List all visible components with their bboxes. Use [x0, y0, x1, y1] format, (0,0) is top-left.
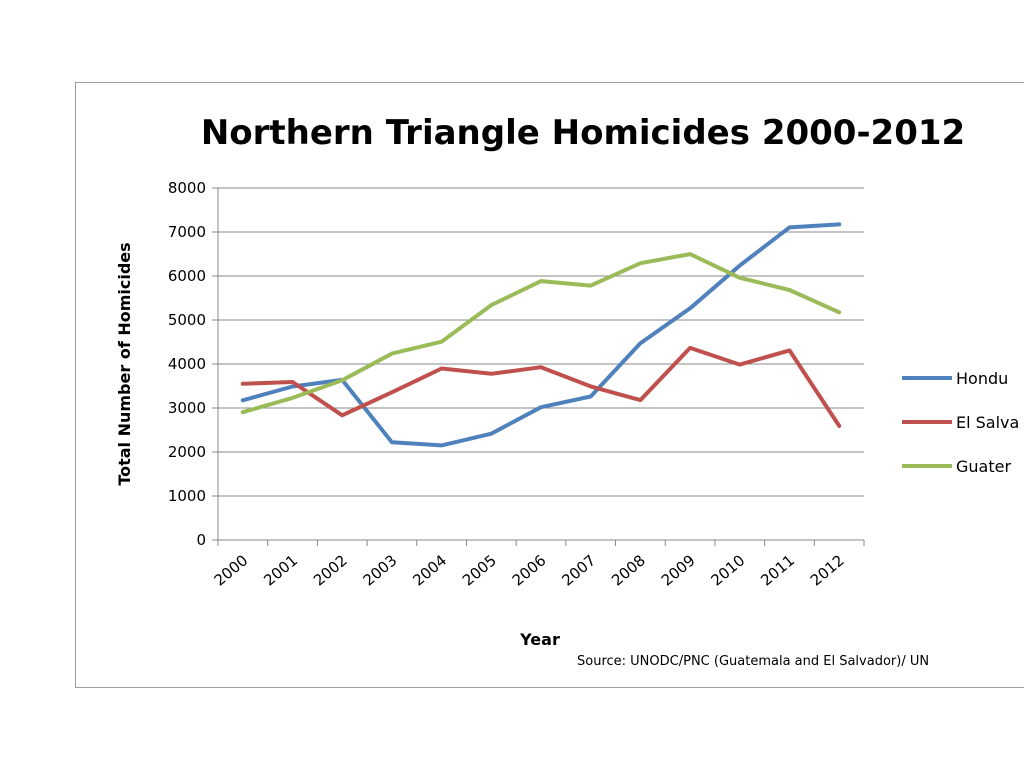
series-line-1 [240, 345, 842, 428]
y-tick-label: 5000 [168, 311, 206, 329]
y-tick-label: 4000 [168, 355, 206, 373]
x-tick-label: 2010 [708, 551, 749, 589]
source-note: Source: UNODC/PNC (Guatemala and El Salv… [577, 654, 929, 669]
x-tick-label: 2005 [459, 551, 500, 589]
chart-frame [75, 82, 1024, 688]
x-tick-label: 2001 [260, 551, 301, 589]
chart-title: Northern Triangle Homicides 2000-2012 [201, 113, 965, 153]
gridlines [218, 187, 864, 497]
x-tick-label: 2006 [509, 551, 550, 589]
x-axis-label: Year [519, 630, 560, 649]
x-tick-label: 2007 [558, 551, 599, 589]
x-tick-label: 2012 [807, 551, 848, 589]
x-tick-label: 2011 [757, 551, 798, 589]
x-tick-label: 2003 [360, 551, 401, 589]
x-tick-label: 2009 [658, 551, 699, 589]
axes [212, 187, 865, 546]
y-tick-label: 1000 [168, 487, 206, 505]
y-tick-label: 6000 [168, 267, 206, 285]
y-tick-labels: 0 1000 2000 3000 4000 5000 6000 7000 8000 [168, 179, 206, 549]
x-tick-labels: 2000 2001 2002 2003 2004 2005 2006 2007 2008 2009… [211, 551, 848, 589]
series-lines [240, 222, 842, 448]
y-axis-label: Total Number of Homicides [115, 242, 134, 485]
x-tick-label: 2002 [310, 551, 351, 589]
y-tick-label: 0 [196, 531, 206, 549]
x-tick-label: 2004 [409, 551, 450, 589]
y-tick-label: 3000 [168, 399, 206, 417]
legend-label: Guater [956, 457, 1011, 476]
series-line-2 [240, 252, 842, 415]
series-line-0 [240, 222, 842, 448]
legend: Hondu El Salva Guater [902, 369, 1019, 476]
y-tick-label: 7000 [168, 223, 206, 241]
x-tick-label: 2008 [608, 551, 649, 589]
y-tick-label: 8000 [168, 179, 206, 197]
legend-label: El Salva [956, 413, 1019, 432]
y-tick-label: 2000 [168, 443, 206, 461]
legend-label: Hondu [956, 369, 1008, 388]
x-tick-label: 2000 [211, 551, 252, 589]
